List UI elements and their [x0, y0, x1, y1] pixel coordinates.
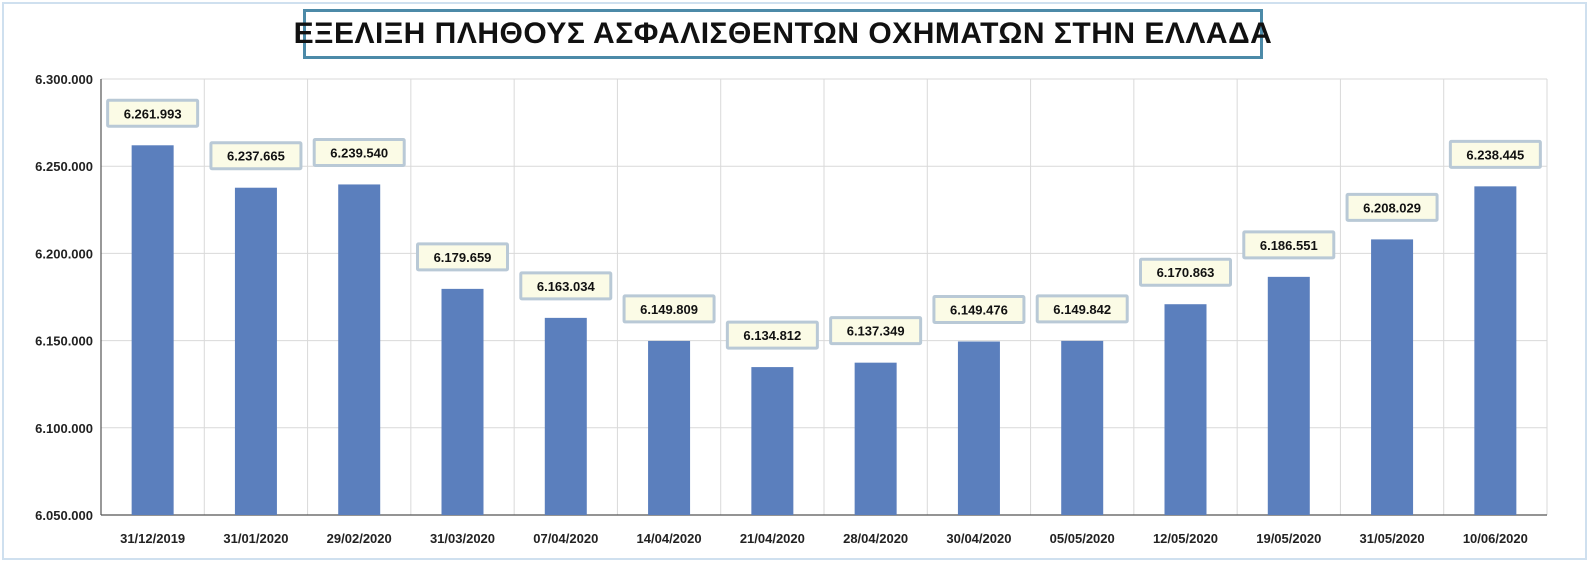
- data-label-box: [1242, 230, 1336, 260]
- bar: [648, 340, 691, 515]
- data-label-box: [519, 271, 613, 301]
- data-label: 6.238.445: [1466, 147, 1524, 162]
- data-label-box: [1345, 192, 1439, 222]
- y-tick-label: 6.200.000: [35, 246, 93, 261]
- data-label-box: [622, 294, 716, 324]
- data-label: 6.163.034: [537, 279, 596, 294]
- x-tick-label: 30/04/2020: [946, 531, 1011, 546]
- y-tick-label: 6.250.000: [35, 159, 93, 174]
- bar: [751, 367, 794, 515]
- data-label-box: [106, 98, 200, 128]
- x-tick-label: 19/05/2020: [1256, 531, 1321, 546]
- y-tick-label: 6.300.000: [35, 72, 93, 87]
- data-label: 6.149.476: [950, 303, 1008, 318]
- bar: [1474, 186, 1517, 515]
- bar: [441, 288, 484, 515]
- x-tick-label: 29/02/2020: [327, 531, 392, 546]
- data-label-box: [1035, 294, 1129, 324]
- data-label-box: [725, 320, 819, 350]
- data-label-box: [1139, 257, 1232, 287]
- data-label-box: [829, 316, 923, 346]
- data-label-box: [209, 141, 303, 171]
- data-label: 6.149.842: [1053, 302, 1111, 317]
- y-tick-label: 6.150.000: [35, 334, 93, 349]
- data-label: 6.186.551: [1260, 238, 1318, 253]
- y-tick-label: 6.100.000: [35, 421, 93, 436]
- data-label: 6.237.665: [227, 149, 285, 164]
- bar: [1164, 304, 1207, 515]
- data-label-box: [312, 137, 406, 167]
- x-tick-label: 28/04/2020: [843, 531, 908, 546]
- x-tick-label: 12/05/2020: [1153, 531, 1218, 546]
- x-tick-label: 31/12/2019: [120, 531, 185, 546]
- data-label: 6.208.029: [1363, 200, 1421, 215]
- x-tick-label: 31/03/2020: [430, 531, 495, 546]
- bar: [234, 187, 277, 516]
- bar: [544, 317, 587, 515]
- bar: [957, 341, 1000, 515]
- data-label: 6.239.540: [330, 145, 388, 160]
- bar: [338, 184, 381, 515]
- bar: [1267, 276, 1310, 515]
- x-tick-label: 21/04/2020: [740, 531, 805, 546]
- data-label: 6.261.993: [124, 106, 182, 121]
- y-tick-label: 6.050.000: [35, 508, 93, 523]
- data-label: 6.134.812: [743, 328, 801, 343]
- data-label: 6.179.659: [434, 250, 492, 265]
- x-tick-label: 05/05/2020: [1050, 531, 1115, 546]
- data-label-box: [932, 295, 1026, 325]
- x-tick-label: 31/05/2020: [1360, 531, 1425, 546]
- data-label-box: [416, 242, 509, 272]
- bar: [131, 145, 174, 515]
- x-tick-label: 31/01/2020: [223, 531, 288, 546]
- data-label: 6.137.349: [847, 324, 905, 339]
- bar: [1061, 340, 1104, 515]
- data-label: 6.170.863: [1157, 265, 1215, 280]
- bar: [854, 362, 897, 515]
- x-tick-label: 14/04/2020: [637, 531, 702, 546]
- data-label: 6.149.809: [640, 302, 698, 317]
- x-tick-label: 07/04/2020: [533, 531, 598, 546]
- chart-title: ΕΞΕΛΙΞΗ ΠΛΗΘΟΥΣ ΑΣΦΑΛΙΣΘΕΝΤΩΝ ΟΧΗΜΑΤΩΝ Σ…: [294, 9, 1272, 59]
- bar: [1371, 239, 1414, 515]
- x-tick-label: 10/06/2020: [1463, 531, 1528, 546]
- data-label-box: [1448, 139, 1542, 169]
